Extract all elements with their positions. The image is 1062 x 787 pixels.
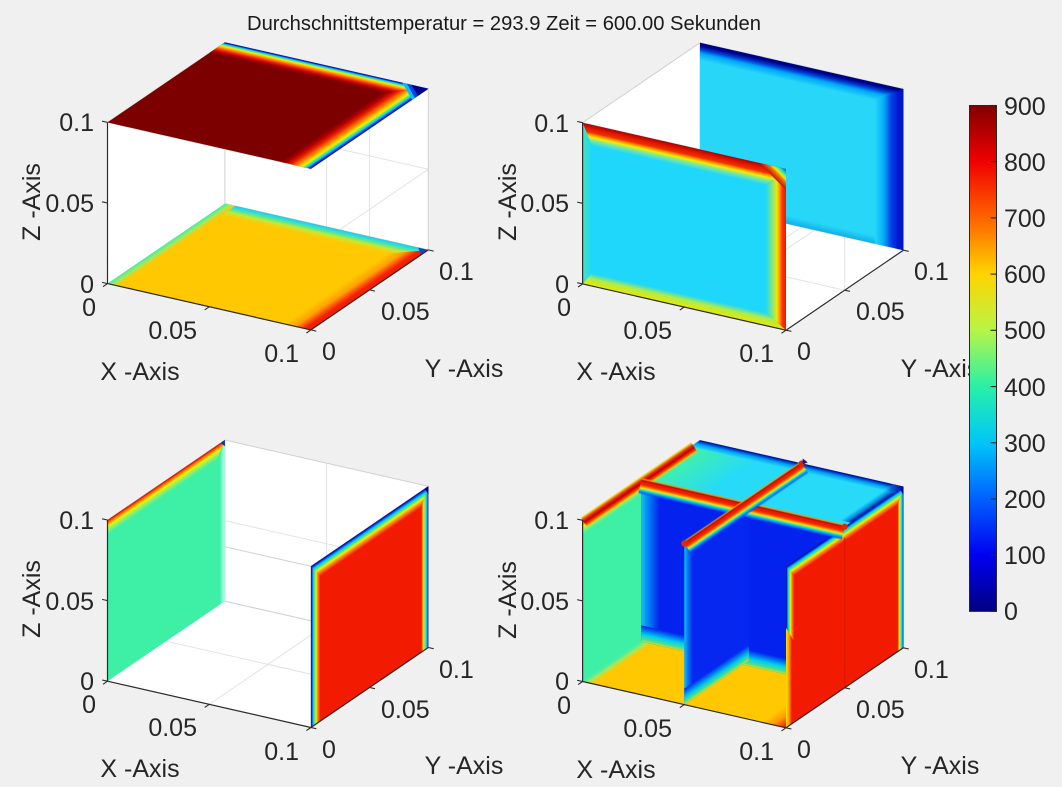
svg-text:0: 0 bbox=[80, 668, 94, 696]
svg-text:700: 700 bbox=[1004, 205, 1046, 233]
svg-text:Y -Axis: Y -Axis bbox=[901, 752, 980, 780]
svg-text:0.05: 0.05 bbox=[45, 190, 94, 218]
svg-text:0: 0 bbox=[80, 271, 94, 299]
svg-text:0.05: 0.05 bbox=[381, 298, 430, 326]
svg-text:0.1: 0.1 bbox=[739, 340, 774, 368]
svg-text:0: 0 bbox=[797, 338, 811, 366]
svg-text:Durchschnittstemperatur = 293.: Durchschnittstemperatur = 293.9 Zeit = 6… bbox=[247, 13, 761, 35]
svg-text:0.1: 0.1 bbox=[439, 656, 474, 684]
svg-text:0: 0 bbox=[1004, 598, 1018, 626]
svg-text:0.1: 0.1 bbox=[534, 110, 569, 138]
svg-text:0.05: 0.05 bbox=[45, 588, 94, 616]
svg-text:200: 200 bbox=[1004, 486, 1046, 514]
svg-text:0: 0 bbox=[797, 736, 811, 764]
svg-text:0.05: 0.05 bbox=[623, 715, 672, 743]
svg-text:0.05: 0.05 bbox=[381, 696, 430, 724]
svg-text:X -Axis: X -Axis bbox=[100, 358, 179, 386]
svg-text:0: 0 bbox=[322, 736, 336, 764]
svg-text:0: 0 bbox=[557, 692, 571, 720]
svg-text:0.1: 0.1 bbox=[439, 258, 474, 286]
svg-text:0.1: 0.1 bbox=[59, 109, 94, 137]
svg-text:X -Axis: X -Axis bbox=[576, 756, 655, 782]
svg-text:Z -Axis: Z -Axis bbox=[18, 163, 46, 241]
svg-text:900: 900 bbox=[1004, 93, 1046, 121]
svg-text:0.05: 0.05 bbox=[623, 317, 672, 345]
svg-text:Z -Axis: Z -Axis bbox=[494, 163, 522, 241]
svg-text:Y -Axis: Y -Axis bbox=[425, 355, 504, 383]
svg-text:0.1: 0.1 bbox=[914, 258, 949, 286]
svg-text:0: 0 bbox=[82, 294, 96, 322]
svg-text:0.05: 0.05 bbox=[856, 298, 905, 326]
svg-text:0: 0 bbox=[82, 691, 96, 719]
svg-text:0.05: 0.05 bbox=[148, 714, 197, 742]
svg-text:X -Axis: X -Axis bbox=[576, 358, 655, 386]
svg-text:0: 0 bbox=[557, 294, 571, 322]
svg-text:0.05: 0.05 bbox=[856, 696, 905, 724]
svg-text:0.1: 0.1 bbox=[264, 340, 299, 368]
svg-text:800: 800 bbox=[1004, 149, 1046, 177]
svg-text:0.1: 0.1 bbox=[59, 507, 94, 535]
svg-text:Z -Axis: Z -Axis bbox=[494, 561, 522, 639]
svg-text:Y -Axis: Y -Axis bbox=[901, 355, 980, 383]
svg-text:0.05: 0.05 bbox=[520, 588, 569, 616]
svg-text:0: 0 bbox=[555, 271, 569, 299]
svg-text:0.1: 0.1 bbox=[264, 738, 299, 766]
svg-text:0: 0 bbox=[555, 668, 569, 696]
svg-text:Y -Axis: Y -Axis bbox=[425, 752, 504, 780]
svg-text:0.05: 0.05 bbox=[520, 190, 569, 218]
svg-text:300: 300 bbox=[1004, 430, 1046, 458]
svg-text:600: 600 bbox=[1004, 261, 1046, 289]
svg-text:0.1: 0.1 bbox=[739, 738, 774, 766]
svg-text:0: 0 bbox=[322, 338, 336, 366]
svg-text:X -Axis: X -Axis bbox=[100, 755, 179, 782]
svg-text:400: 400 bbox=[1004, 374, 1046, 402]
svg-text:Z -Axis: Z -Axis bbox=[18, 560, 46, 638]
svg-text:0.1: 0.1 bbox=[534, 507, 569, 535]
svg-text:100: 100 bbox=[1004, 542, 1046, 570]
svg-text:0.05: 0.05 bbox=[148, 317, 197, 345]
svg-text:500: 500 bbox=[1004, 317, 1046, 345]
svg-text:0.1: 0.1 bbox=[914, 656, 949, 684]
